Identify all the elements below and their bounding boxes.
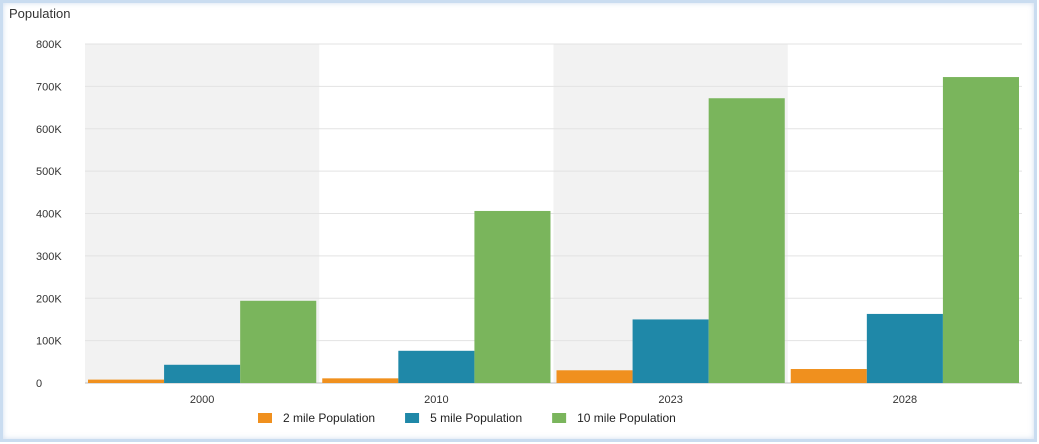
y-tick-label: 300K <box>36 251 62 263</box>
y-tick-label: 500K <box>36 166 62 178</box>
bar[interactable] <box>164 364 241 383</box>
legend-swatch[interactable] <box>405 413 420 423</box>
bar[interactable] <box>240 300 317 383</box>
legend-swatch[interactable] <box>258 413 272 423</box>
x-tick-label: 2010 <box>424 394 448 406</box>
bar[interactable] <box>942 77 1019 384</box>
bar[interactable] <box>556 370 633 383</box>
x-tick-label: 2023 <box>658 394 682 406</box>
legend-swatch[interactable] <box>552 413 567 423</box>
bar[interactable] <box>866 313 943 383</box>
y-tick-label: 0 <box>36 378 42 390</box>
bar[interactable] <box>474 210 551 383</box>
bar[interactable] <box>708 98 785 384</box>
bar[interactable] <box>790 369 867 383</box>
bar[interactable] <box>632 319 709 383</box>
bar[interactable] <box>322 378 399 383</box>
y-tick-label: 100K <box>36 336 62 348</box>
y-tick-label: 200K <box>36 293 62 305</box>
chart-title: Population <box>9 6 71 21</box>
legend-label[interactable]: 5 mile Population <box>430 411 522 425</box>
x-tick-label: 2028 <box>893 394 917 406</box>
y-tick-label: 700K <box>36 81 62 93</box>
y-tick-label: 800K <box>36 39 62 51</box>
bar[interactable] <box>398 350 475 383</box>
x-tick-label: 2000 <box>190 394 214 406</box>
y-tick-label: 600K <box>36 124 62 136</box>
y-tick-label: 400K <box>36 209 62 221</box>
legend-label[interactable]: 2 mile Population <box>283 411 375 425</box>
legend-label[interactable]: 10 mile Population <box>577 411 676 425</box>
bar[interactable] <box>88 379 165 383</box>
